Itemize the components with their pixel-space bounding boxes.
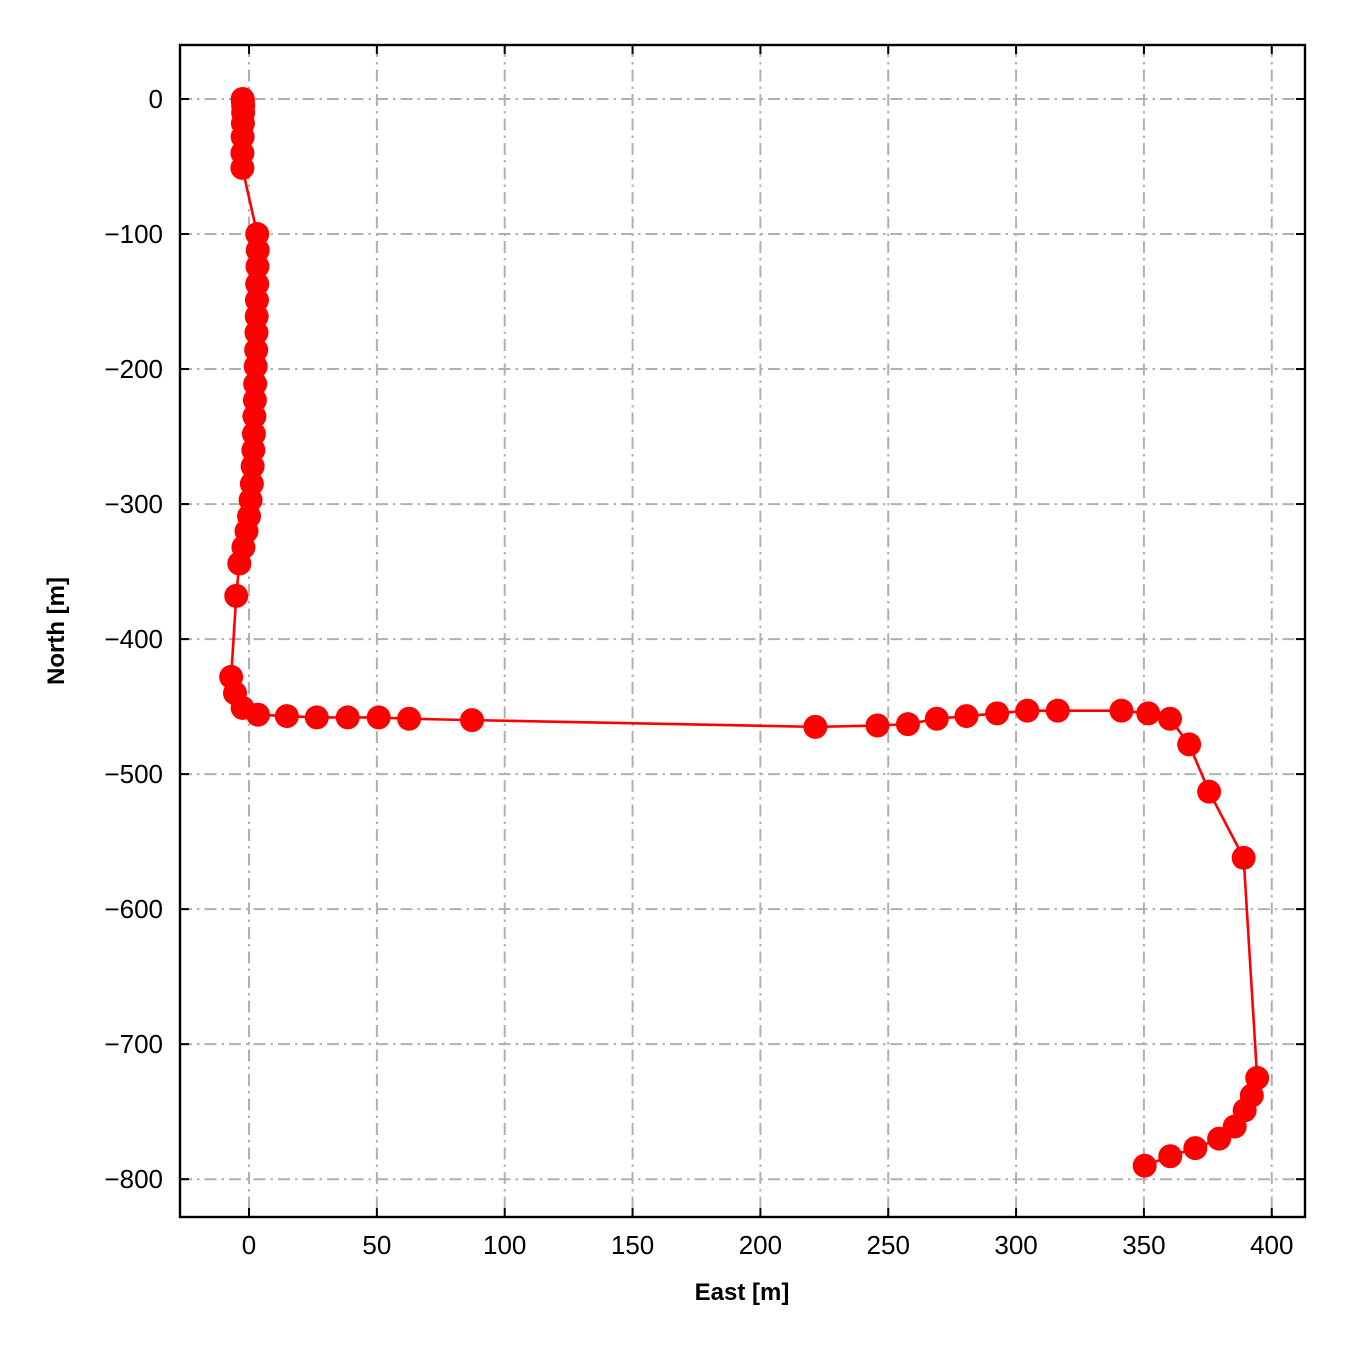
trajectory-point: [397, 706, 422, 731]
trajectory-point: [1183, 1136, 1208, 1161]
trajectory-point: [1231, 845, 1256, 870]
trajectory-point: [985, 701, 1010, 726]
x-tick-label: 0: [242, 1230, 256, 1260]
x-tick-label: 200: [739, 1230, 782, 1260]
trajectory-point: [224, 583, 249, 608]
trajectory-point: [1158, 1144, 1183, 1169]
x-tick-label: 300: [994, 1230, 1037, 1260]
trajectory-point: [245, 702, 270, 727]
x-tick-label: 250: [867, 1230, 910, 1260]
trajectory-point: [242, 404, 267, 429]
trajectory-point: [1132, 1153, 1157, 1178]
trajectory-point: [1177, 732, 1202, 757]
x-axis-label: East [m]: [695, 1279, 790, 1306]
trajectory-point: [244, 320, 269, 345]
y-tick-label: 0: [149, 84, 163, 114]
plot-frame: [178, 43, 1307, 1219]
y-tick-label: −100: [104, 219, 163, 249]
ticks: 0 50 100 150 200 250 300 350 400 0 −100 −200 −300 −40…: [104, 45, 1305, 1260]
trajectory-point: [1158, 706, 1182, 731]
trajectory-point: [803, 714, 828, 739]
trajectory-point: [227, 551, 252, 576]
y-tick-label: −200: [104, 354, 163, 384]
trajectory-point: [1207, 1126, 1232, 1151]
trajectory-point: [1109, 698, 1134, 723]
x-tick-label: 150: [611, 1230, 654, 1260]
y-tick-label: −600: [104, 894, 163, 924]
y-tick-label: −800: [104, 1164, 163, 1194]
trajectory-point: [459, 708, 484, 733]
x-tick-label: 400: [1250, 1230, 1293, 1260]
y-tick-label: −500: [104, 759, 163, 789]
y-axis-label: North [m]: [43, 577, 70, 685]
x-tick-label: 350: [1122, 1230, 1165, 1260]
trajectory-point: [230, 155, 255, 180]
trajectory-point: [1015, 698, 1040, 723]
trajectory-point: [1045, 698, 1070, 723]
y-tick-label: −700: [104, 1029, 163, 1059]
trajectory-point: [274, 704, 299, 729]
x-tick-label: 50: [362, 1230, 391, 1260]
trajectory-point: [954, 704, 979, 729]
y-tick-label: −400: [104, 624, 163, 654]
trajectory-point: [243, 354, 268, 379]
trajectory-point: [895, 712, 920, 737]
trajectory-point: [240, 454, 265, 479]
grid: [180, 45, 1305, 1217]
trajectory-point: [1197, 779, 1222, 804]
y-tick-label: −300: [104, 489, 163, 519]
trajectory-point: [366, 705, 391, 730]
trajectory-point: [924, 706, 949, 731]
trajectory-point: [245, 254, 270, 279]
trajectory-point: [335, 705, 360, 730]
trajectory-point: [1136, 701, 1161, 726]
x-tick-label: 100: [483, 1230, 526, 1260]
trajectory-point: [304, 705, 329, 730]
trajectory-point: [865, 713, 890, 738]
series-layer: [219, 87, 1270, 1178]
